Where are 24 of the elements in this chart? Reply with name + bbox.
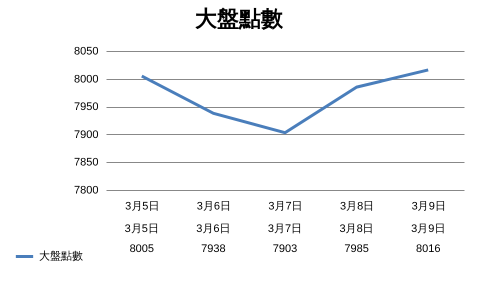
category-label: 3月7日 (268, 223, 302, 235)
data-label: 8016 (416, 243, 440, 255)
x-tick-label: 3月8日 (340, 200, 374, 212)
y-tick-label: 7800 (74, 184, 98, 196)
category-label: 3月6日 (196, 223, 231, 235)
data-label: 7938 (201, 243, 226, 255)
category-label: 3月9日 (411, 223, 446, 235)
y-tick-label: 7850 (74, 156, 98, 169)
line-series (140, 68, 430, 134)
data-label: 7985 (344, 243, 369, 255)
data-label: 8005 (130, 243, 154, 255)
category-label: 3月5日 (124, 223, 159, 235)
data-label: 7903 (272, 243, 298, 255)
y-tick-label: 7900 (74, 128, 98, 141)
x-tick-label: 3月7日 (268, 200, 303, 212)
legend-label: 大盤點數 (39, 250, 83, 262)
y-tick-label: 8000 (74, 73, 98, 86)
y-tick-label: 7950 (74, 101, 98, 114)
y-tick-label: 8050 (74, 46, 98, 58)
x-tick-label: 3月6日 (196, 200, 232, 212)
x-tick-label: 3月9日 (412, 200, 446, 212)
chart-title: 大盤點數 (195, 6, 284, 31)
category-label: 3月8日 (339, 223, 374, 235)
x-tick-label: 3月5日 (125, 200, 160, 212)
